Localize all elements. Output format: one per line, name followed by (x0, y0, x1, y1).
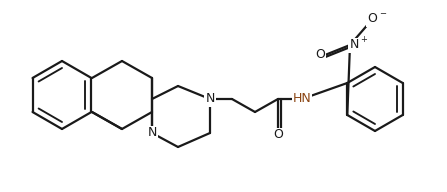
Text: O: O (367, 12, 377, 26)
Text: N: N (349, 39, 358, 51)
Text: −: − (379, 9, 386, 18)
Text: N: N (148, 127, 157, 140)
Text: O: O (273, 128, 283, 142)
Text: N: N (205, 93, 215, 105)
Text: O: O (315, 49, 325, 61)
Text: +: + (360, 35, 367, 44)
Text: HN: HN (293, 93, 312, 105)
